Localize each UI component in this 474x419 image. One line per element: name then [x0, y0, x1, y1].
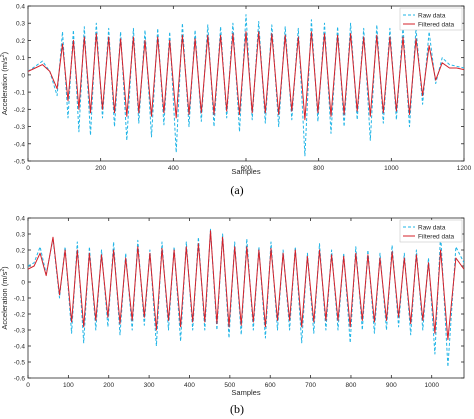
- x-tick-label: 700: [305, 382, 316, 389]
- y-tick-label: -0.6: [14, 376, 26, 383]
- panel-b-caption: (b): [230, 402, 244, 416]
- y-tick-label: -0.3: [14, 328, 26, 335]
- legend-label: Filtered data: [418, 22, 455, 29]
- y-tick-label: 0.3: [16, 232, 25, 239]
- x-tick-label: 1200: [457, 165, 472, 172]
- y-tick-label: -0.3: [14, 124, 26, 131]
- y-tick-label: -0.4: [14, 344, 26, 351]
- x-tick-label: 0: [26, 165, 30, 172]
- y-tick-label: -0.2: [14, 107, 26, 114]
- x-tick-label: 0: [26, 382, 30, 389]
- x-tick-label: 900: [386, 382, 397, 389]
- y-tick-label: 0.4: [16, 216, 25, 223]
- x-tick-label: 100: [63, 382, 74, 389]
- x-tick-label: 500: [224, 382, 235, 389]
- x-tick-label: 300: [144, 382, 155, 389]
- legend-box: [399, 7, 463, 31]
- y-tick-label: -0.1: [14, 296, 26, 303]
- series-line-filtered: [28, 230, 464, 341]
- y-tick-label: 0.4: [16, 4, 25, 11]
- x-tick-label: 800: [346, 382, 357, 389]
- x-tick-label: 400: [184, 382, 195, 389]
- legend-label: Raw data: [418, 13, 446, 20]
- chart-panel-1: -0.6 -0.5 -0.4 -0.3 -0.2 -0.1 0 0.1 0.2 0.3 0.4 0 10…: [0, 216, 465, 397]
- y-tick-label: -0.4: [14, 141, 26, 148]
- x-axis-label: Samples: [231, 167, 260, 176]
- plot-area: [27, 217, 465, 379]
- legend: Raw data Filtered data: [399, 219, 463, 243]
- x-axis-label: Samples: [231, 388, 260, 397]
- y-tick-label: -0.5: [14, 159, 26, 166]
- x-tick-label: 800: [313, 165, 324, 172]
- x-tick-label: 200: [95, 165, 106, 172]
- y-tick-label: 0.2: [16, 248, 25, 255]
- y-tick-label: 0.3: [16, 21, 25, 28]
- legend-label: Raw data: [418, 225, 446, 232]
- legend-label: Filtered data: [418, 234, 455, 241]
- y-tick-label: 0: [21, 72, 25, 79]
- x-tick-label: 600: [265, 382, 276, 389]
- panel-a-caption: (a): [230, 183, 244, 197]
- y-axis-label: Acceleration (m/s2): [0, 266, 9, 330]
- x-tick-label: 1000: [424, 382, 439, 389]
- y-tick-label: -0.1: [14, 90, 26, 97]
- y-tick-label: -0.5: [14, 360, 26, 367]
- y-tick-label: 0.1: [16, 55, 25, 62]
- x-tick-label: 400: [168, 165, 179, 172]
- series-line-filtered: [28, 31, 464, 121]
- x-tick-label: 1000: [384, 165, 399, 172]
- y-tick-label: 0.1: [16, 264, 25, 271]
- legend-box: [399, 219, 463, 243]
- x-tick-label: 200: [103, 382, 114, 389]
- chart-panel-0: -0.5 -0.4 -0.3 -0.2 -0.1 0 0.1 0.2 0.3 0.4 0 200 400…: [0, 4, 472, 177]
- y-tick-label: 0: [21, 280, 25, 287]
- x-tick-label: 600: [241, 165, 252, 172]
- y-tick-label: -0.2: [14, 312, 26, 319]
- legend: Raw data Filtered data: [399, 7, 463, 31]
- y-axis-label: Acceleration (m/s2): [0, 51, 9, 115]
- y-tick-label: 0.2: [16, 38, 25, 45]
